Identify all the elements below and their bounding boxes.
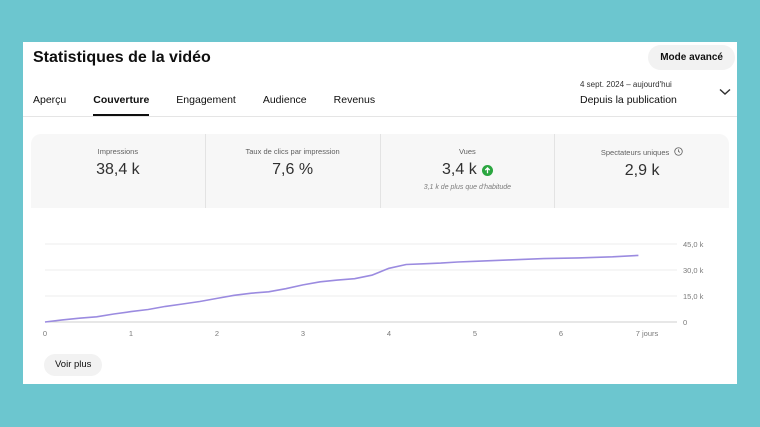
clock-icon[interactable] [674, 147, 684, 156]
metric-value: 7,6 % [272, 161, 314, 178]
header-divider [23, 116, 737, 117]
x-tick-label: 6 [559, 329, 563, 338]
metric-label: Vues [458, 147, 476, 156]
x-tick-label: 0 [43, 329, 47, 338]
metric-value: 3,4 k [442, 161, 493, 179]
y-tick-label: 15,0 k [683, 292, 704, 301]
see-more-button[interactable]: Voir plus [44, 354, 103, 376]
advanced-mode-button[interactable]: Mode avancé [648, 45, 735, 70]
tab-revenus[interactable]: Revenus [333, 94, 376, 106]
x-tick-label: 1 [129, 329, 133, 338]
arrow-up-icon [481, 164, 493, 176]
tab-couverture[interactable]: Couverture [93, 94, 150, 116]
y-tick-label: 45,0 k [683, 240, 704, 249]
metric-ctr[interactable]: Taux de clics par impression 7,6 % [206, 134, 381, 208]
chevron-down-icon[interactable] [719, 88, 731, 96]
x-tick-label: 3 [301, 329, 305, 338]
y-tick-label: 30,0 k [683, 266, 704, 275]
metric-label: Impressions [97, 147, 139, 156]
date-range-selector[interactable]: 4 sept. 2024 – aujourd'hui Depuis la pub… [580, 80, 677, 106]
metric-label: Taux de clics par impression [245, 147, 340, 156]
tab-audience[interactable]: Audience [262, 94, 307, 106]
date-range-dates: 4 sept. 2024 – aujourd'hui [580, 80, 672, 89]
x-tick-label: 2 [215, 329, 219, 338]
metric-value: 2,9 k [624, 162, 660, 179]
series-line [44, 254, 639, 323]
tab-apercu[interactable]: Aperçu [33, 94, 67, 106]
metric-label: Spectateurs uniques [555, 147, 729, 157]
views-line-chart: 45,0 k 30,0 k 15,0 k 0 0 1 2 3 4 5 6 7 jours [43, 240, 704, 338]
date-range-label: Depuis la publication [580, 94, 677, 106]
page-title: Statistiques de la vidéo [33, 49, 211, 66]
x-tick-label: 7 jours [636, 329, 659, 338]
metric-views[interactable]: Vues 3,4 k 3,1 k de plus que d'habitude [381, 134, 556, 208]
tab-bar: Aperçu Couverture Engagement Audience Re… [33, 94, 375, 116]
metrics-row: Impressions 38,4 k Taux de clics par imp… [31, 134, 729, 208]
x-tick-label: 5 [473, 329, 477, 338]
video-stats-card: Statistiques de la vidéo Mode avancé Ape… [23, 42, 737, 384]
metric-comparison: 3,1 k de plus que d'habitude [423, 184, 512, 191]
tab-engagement[interactable]: Engagement [176, 94, 236, 106]
x-tick-label: 4 [387, 329, 391, 338]
metric-impressions[interactable]: Impressions 38,4 k [31, 134, 206, 208]
y-tick-label: 0 [683, 318, 687, 327]
metric-value: 38,4 k [96, 161, 140, 178]
metric-unique-viewers[interactable]: Spectateurs uniques 2,9 k [555, 134, 729, 208]
